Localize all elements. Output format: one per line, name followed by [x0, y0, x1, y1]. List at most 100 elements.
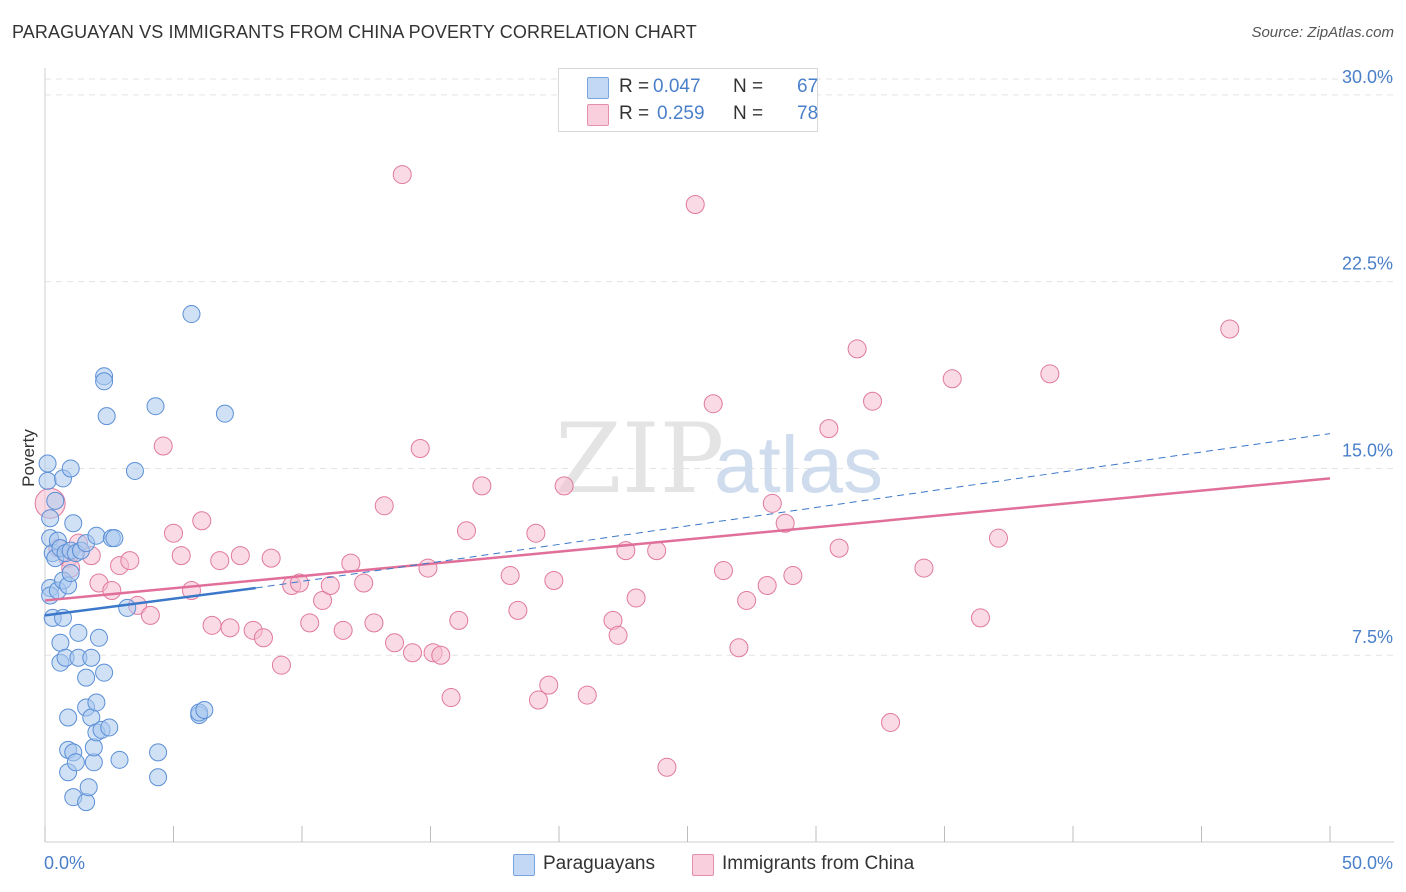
data-point-china [819, 419, 839, 439]
data-point-paraguayans [79, 778, 98, 797]
data-point-china [508, 600, 528, 620]
data-point-paraguayans [38, 454, 57, 473]
legend: R = 0.047 N = 67 R = 0.259 N = 78 [558, 68, 818, 132]
data-point-paraguayans [77, 793, 96, 812]
data-point-china [333, 620, 353, 640]
watermark-zip: ZIP [555, 403, 724, 515]
legend-r-label: R = [619, 103, 650, 124]
data-point-china [456, 521, 476, 541]
data-point-paraguayans [87, 526, 106, 545]
data-point-paraguayans [59, 708, 78, 727]
bottom-legend-swatch-blue [513, 854, 535, 876]
data-point-china [737, 590, 757, 610]
legend-n-value: 67 [797, 76, 819, 97]
legend-swatch-blue [587, 77, 609, 99]
bottom-legend-swatch-pink [692, 854, 714, 876]
data-point-china [528, 690, 548, 710]
data-point-china [431, 645, 451, 665]
data-point-paraguayans [89, 628, 108, 647]
data-point-china [313, 590, 333, 610]
data-point-china [202, 615, 222, 635]
data-point-paraguayans [100, 718, 119, 737]
data-point-china [657, 757, 677, 777]
data-point-china [354, 573, 374, 593]
data-point-china [942, 369, 962, 389]
data-point-china [577, 685, 597, 705]
data-point-china [392, 165, 412, 185]
data-point-paraguayans [64, 514, 83, 533]
data-point-paraguayans [118, 598, 137, 617]
data-point-china [783, 566, 803, 586]
data-point-paraguayans [195, 701, 214, 720]
data-point-paraguayans [149, 768, 168, 787]
data-point-paraguayans [95, 663, 114, 682]
series-immigrants-from-china [34, 165, 1240, 777]
watermark-atlas: atlas [714, 420, 883, 509]
data-point-china [441, 688, 461, 708]
data-point-paraguayans [84, 738, 103, 757]
data-point-china [418, 558, 438, 578]
data-point-china [449, 610, 469, 630]
data-point-china [171, 546, 191, 566]
data-point-china [647, 541, 667, 561]
data-point-paraguayans [51, 633, 70, 652]
data-point-paraguayans [97, 407, 116, 426]
legend-r-label: R = [619, 76, 650, 97]
data-point-china [554, 476, 574, 496]
data-point-china [153, 436, 173, 456]
data-point-china [757, 575, 777, 595]
y-tick-label: 7.5% [1352, 627, 1393, 647]
trend-lines [44, 433, 1331, 617]
data-point-china [261, 548, 281, 568]
data-point-china [626, 588, 646, 608]
data-point-china [685, 194, 705, 214]
data-point-china [230, 546, 250, 566]
data-point-paraguayans [146, 397, 165, 416]
source-label: Source: ZipAtlas.com [1251, 24, 1394, 41]
data-point-china [775, 513, 795, 533]
bottom-legend-label: Paraguayans [543, 853, 655, 874]
data-point-china [102, 580, 122, 600]
data-point-china [500, 566, 520, 586]
data-point-paraguayans [61, 564, 80, 583]
x-tick-label-min: 0.0% [44, 853, 85, 873]
data-point-china [703, 394, 723, 414]
data-point-china [253, 628, 273, 648]
data-point-china [713, 561, 733, 581]
x-tick-label-max: 50.0% [1342, 853, 1393, 873]
trend-line-paraguayans-extended [255, 433, 1331, 589]
data-point-china [410, 439, 430, 459]
data-point-china [881, 712, 901, 732]
bottom-legend-label: Immigrants from China [722, 853, 915, 874]
legend-r-value: 0.259 [657, 103, 705, 124]
data-point-paraguayans [125, 461, 144, 480]
chart-title: PARAGUAYAN VS IMMIGRANTS FROM CHINA POVE… [12, 22, 697, 42]
data-point-paraguayans [77, 668, 96, 687]
data-point-china [220, 618, 240, 638]
data-point-paraguayans [105, 529, 124, 548]
trend-line-china [44, 477, 1331, 602]
legend-swatch-pink [587, 104, 609, 126]
data-point-paraguayans [69, 623, 88, 642]
legend-n-label: N = [733, 103, 764, 124]
data-point-china [863, 391, 883, 411]
data-point-china [1040, 364, 1060, 384]
data-point-china [472, 476, 492, 496]
data-point-china [539, 675, 559, 695]
data-point-china [914, 558, 934, 578]
data-point-paraguayans [46, 491, 65, 510]
watermark: ZIP atlas [555, 403, 883, 515]
data-point-china [970, 608, 990, 628]
data-point-china [729, 638, 749, 658]
data-point-china [1220, 319, 1240, 339]
data-point-china [210, 551, 230, 571]
data-point-paraguayans [87, 693, 106, 712]
legend-n-value: 78 [797, 103, 819, 124]
data-point-paraguayans [38, 471, 57, 490]
data-point-paraguayans [110, 750, 129, 769]
data-point-china [526, 523, 546, 543]
legend-r-value: 0.047 [653, 76, 701, 97]
y-tick-label: 30.0% [1342, 67, 1393, 87]
data-point-china [544, 571, 564, 591]
y-tick-label: 22.5% [1342, 254, 1393, 274]
